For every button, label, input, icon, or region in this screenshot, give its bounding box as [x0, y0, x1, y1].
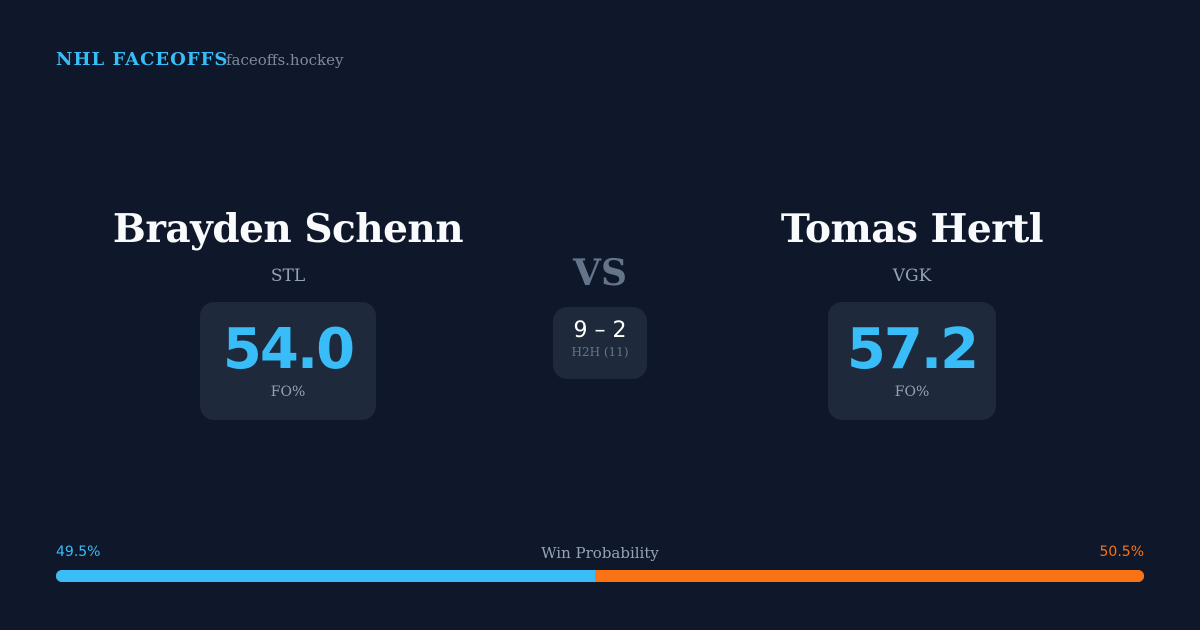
- brand-title: NHL FACEOFFS: [56, 49, 229, 70]
- h2h-card: 9 – 2 H2H (11): [553, 307, 647, 379]
- team-abbr: STL: [270, 266, 306, 286]
- win-probability-bar: [56, 570, 1144, 582]
- left-player: Brayden Schenn STL: [88, 206, 488, 286]
- player-name: Brayden Schenn: [112, 206, 464, 252]
- fo-label: FO%: [894, 384, 930, 400]
- right-bar-fill: [594, 570, 1144, 582]
- win-probability-label: Win Probability: [541, 544, 659, 562]
- team-abbr: VGK: [892, 266, 932, 286]
- fo-label: FO%: [270, 384, 306, 400]
- h2h-score: 9 – 2: [573, 318, 627, 343]
- player-name: Tomas Hertl: [780, 206, 1044, 252]
- site-link[interactable]: faceoffs.hockey: [226, 51, 344, 69]
- right-win-pct: 50.5%: [1099, 544, 1144, 560]
- fo-pct: 57.2: [846, 317, 979, 382]
- right-player: Tomas Hertl VGK: [712, 206, 1112, 286]
- left-fo-card: 54.0 FO%: [200, 302, 376, 420]
- fo-pct: 54.0: [222, 317, 355, 382]
- left-win-pct: 49.5%: [56, 544, 101, 560]
- left-bar-fill: [56, 570, 595, 582]
- right-fo-card: 57.2 FO%: [828, 302, 996, 420]
- h2h-label: H2H (11): [571, 345, 629, 359]
- vs-label: VS: [573, 252, 627, 294]
